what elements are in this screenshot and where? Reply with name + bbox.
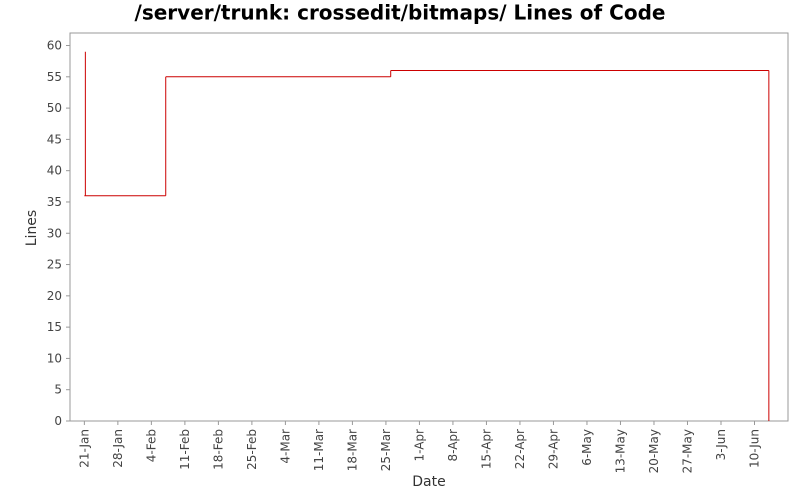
y-tick-label: 60 [47, 39, 62, 53]
x-tick-label: 25-Mar [379, 429, 393, 471]
x-tick-label: 3-Jun [714, 429, 728, 460]
x-tick-label: 15-Apr [479, 429, 493, 469]
x-axis-label: Date [412, 474, 445, 490]
x-tick-label: 6-May [580, 429, 594, 466]
x-tick-label: 25-Feb [245, 429, 259, 470]
x-tick-label: 10-Jun [747, 429, 761, 468]
y-tick-label: 0 [54, 414, 62, 428]
y-tick-label: 40 [47, 164, 62, 178]
x-tick-label: 28-Jan [111, 429, 125, 468]
y-tick-label: 15 [47, 320, 62, 334]
x-tick-label: 27-May [680, 429, 694, 473]
x-tick-label: 11-Feb [178, 429, 192, 470]
x-tick-label: 4-Mar [278, 429, 292, 464]
y-tick-label: 25 [47, 258, 62, 272]
y-tick-label: 35 [47, 195, 62, 209]
x-tick-label: 20-May [647, 429, 661, 473]
x-tick-label: 29-Apr [546, 429, 560, 469]
y-tick-label: 55 [47, 70, 62, 84]
y-tick-label: 50 [47, 101, 62, 115]
x-tick-label: 8-Apr [446, 429, 460, 462]
x-tick-label: 18-Feb [211, 429, 225, 470]
x-tick-label: 11-Mar [312, 429, 326, 471]
chart-title: /server/trunk: crossedit/bitmaps/ Lines … [135, 1, 666, 25]
plot-area [69, 32, 789, 422]
y-axis-label: Lines [24, 210, 40, 246]
x-tick-label: 21-Jan [77, 429, 91, 468]
x-tick-label: 4-Feb [144, 429, 158, 462]
x-tick-label: 22-Apr [513, 429, 527, 469]
x-tick-label: 13-May [613, 429, 627, 473]
y-tick-label: 20 [47, 289, 62, 303]
y-tick-label: 45 [47, 132, 62, 146]
x-tick-label: 18-Mar [345, 429, 359, 471]
y-tick-label: 30 [47, 226, 62, 240]
y-tick-label: 10 [47, 351, 62, 365]
x-tick-label: 1-Apr [412, 429, 426, 462]
y-tick-label: 5 [54, 383, 62, 397]
